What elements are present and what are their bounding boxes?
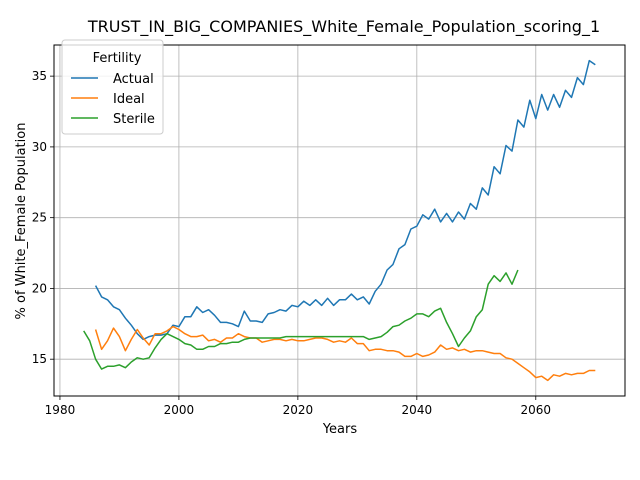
x-tick-label: 2020	[283, 403, 314, 417]
plot-frame	[53, 44, 626, 397]
series-line-actual	[94, 59, 596, 341]
y-tick-label: 20	[32, 281, 47, 295]
y-tick-label: 15	[32, 352, 47, 366]
y-axis-label: % of White_Female Population	[14, 123, 29, 320]
x-tick-label: 2000	[164, 403, 195, 417]
axis-ticks: 1980 2000 2020 2040 2060 15 20 25 30 35	[32, 69, 551, 417]
legend-label-sterile: Sterile	[113, 112, 155, 127]
series-line-ideal	[94, 325, 596, 382]
legend-box	[61, 39, 164, 135]
x-axis-label: Years	[322, 422, 358, 437]
series-line-sterile	[83, 269, 519, 370]
y-tick-label: 30	[32, 140, 47, 154]
x-tick-label: 1980	[45, 403, 76, 417]
y-tick-label: 35	[32, 69, 47, 83]
series-lines	[83, 59, 596, 382]
x-tick-label: 2040	[402, 403, 433, 417]
x-tick-label: 2060	[521, 403, 552, 417]
y-tick-label: 25	[32, 211, 47, 225]
grid	[54, 45, 625, 396]
legend-items: Actual Ideal Sterile	[71, 72, 155, 127]
legend-label-actual: Actual	[113, 72, 154, 87]
chart-title: TRUST_IN_BIG_COMPANIES_White_Female_Popu…	[87, 17, 600, 37]
legend-label-ideal: Ideal	[113, 92, 145, 107]
legend-title: Fertility	[93, 51, 142, 66]
legend: Fertility Actual Ideal Sterile	[61, 39, 164, 135]
